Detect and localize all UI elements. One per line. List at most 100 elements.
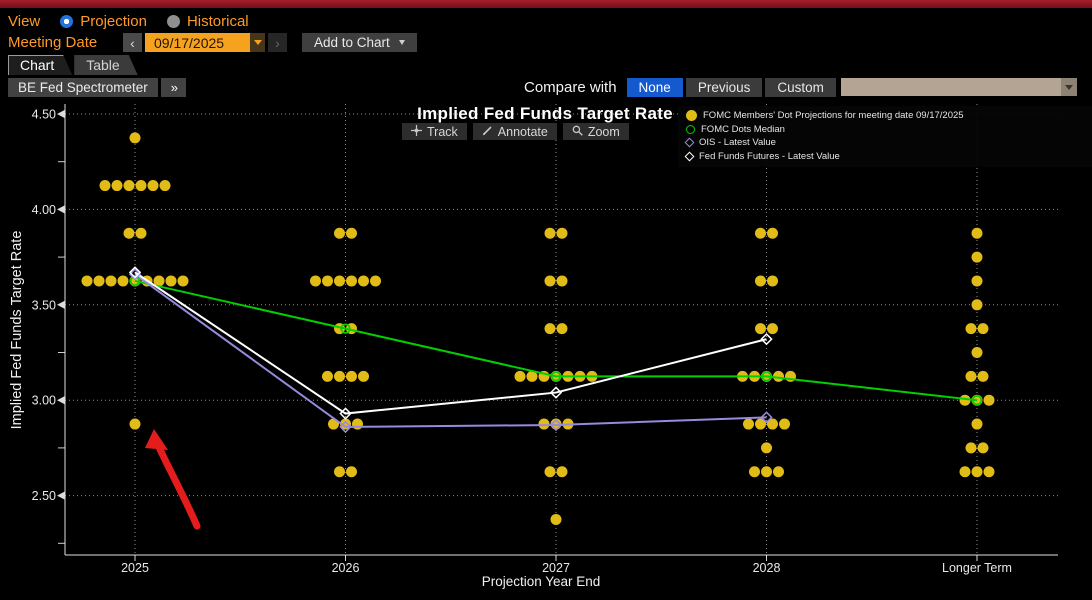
date-dropdown-button[interactable]: [250, 33, 265, 52]
fomc-dot: [129, 132, 141, 144]
y-tick-label: 3.50: [32, 298, 56, 312]
caret-down-icon: [253, 40, 262, 45]
fomc-dot: [983, 466, 995, 478]
fomc-dot: [977, 442, 989, 454]
fomc-dot: [111, 180, 123, 192]
fomc-dot: [99, 180, 111, 192]
fomc-dot: [310, 275, 321, 287]
y-tick-arrow-icon: [57, 396, 65, 405]
fomc-dot: [971, 466, 983, 478]
fomc-dot: [346, 370, 357, 382]
x-tick-label: Longer Term: [942, 561, 1012, 575]
meeting-date-input[interactable]: 09/17/2025: [145, 33, 250, 52]
compare-with-label: Compare with: [524, 78, 617, 96]
legend-item: Fed Funds Futures - Latest Value: [684, 150, 1092, 164]
x-tick-label: 2026: [332, 561, 360, 575]
diamond-marker: [339, 420, 352, 434]
comparison-select[interactable]: [841, 78, 1077, 96]
compare-previous-button[interactable]: Previous: [685, 77, 763, 97]
y-tick-label: 4.00: [32, 203, 56, 217]
fomc-dot: [544, 227, 556, 239]
annotate-button[interactable]: Annotate: [472, 123, 557, 140]
fomc-dot: [983, 394, 995, 406]
fomc-dot: [977, 323, 989, 335]
comparison-select-value: [841, 78, 1061, 96]
fomc-dot: [556, 275, 568, 287]
tabs-row: Chart Table: [8, 55, 138, 75]
expand-chevrons-button[interactable]: »: [160, 77, 186, 97]
y-tick-arrow-icon: [57, 205, 65, 214]
fomc-dot: [346, 227, 357, 239]
fomc-dot: [971, 347, 983, 358]
add-to-chart-button[interactable]: Add to Chart: [302, 33, 417, 52]
meeting-date-row: Meeting Date ‹ 09/17/2025 › Add to Chart: [8, 32, 417, 53]
zoom-button[interactable]: Zoom: [562, 123, 629, 140]
fomc-dot: [358, 275, 369, 287]
compare-none-button[interactable]: None: [626, 77, 683, 97]
fomc-dot: [165, 275, 177, 287]
fomc-dot: [352, 418, 363, 430]
annotate-pencil-icon: [482, 125, 493, 139]
meeting-date-value: 09/17/2025: [154, 34, 225, 51]
fomc-dot: [971, 275, 983, 287]
fomc-dot: [117, 275, 129, 287]
x-axis-title: Projection Year End: [481, 574, 601, 589]
fomc-dot: [779, 418, 790, 430]
red-arrow-annotation: [154, 441, 201, 530]
fomc-dot: [123, 227, 135, 239]
radio-projection[interactable]: Projection: [60, 13, 147, 30]
meeting-date-label: Meeting Date: [8, 34, 98, 51]
fomc-dot: [544, 323, 556, 335]
diamond-marker: [339, 407, 352, 420]
y-tick-arrow-icon: [57, 491, 65, 500]
chart-legend: FOMC Members' Dot Projections for meetin…: [678, 106, 1092, 167]
y-tick-arrow-icon: [57, 300, 65, 309]
fomc-dot: [526, 370, 538, 382]
fomc-dot: [346, 466, 357, 478]
diamond-marker: [128, 266, 142, 279]
fomc-dot: [322, 370, 333, 382]
chart-toolbar: Track Annotate Zoom: [402, 123, 629, 140]
diamond-marker: [760, 411, 773, 424]
y-tick-label: 3.00: [32, 394, 56, 408]
series-line: [134, 271, 767, 415]
y-axis-title: Implied Fed Funds Target Rate: [9, 230, 25, 430]
fomc-dot: [767, 323, 778, 335]
fomc-dot: [334, 227, 345, 239]
radio-selected-icon: [60, 14, 74, 28]
legend-open-diamond-icon: [684, 151, 695, 162]
fomc-dot: [370, 275, 381, 287]
fomc-dot: [761, 466, 772, 478]
fomc-dot: [971, 227, 983, 239]
comparison-select-drop-button[interactable]: [1061, 78, 1077, 96]
tab-table[interactable]: Table: [74, 55, 137, 75]
compare-custom-button[interactable]: Custom: [765, 77, 836, 97]
fomc-dot: [773, 370, 784, 382]
radio-unselected-icon: [166, 14, 180, 28]
window-title-stripe: [0, 0, 1092, 8]
next-date-button[interactable]: ›: [268, 33, 287, 52]
y-tick-label: 2.50: [32, 489, 56, 503]
series-line: [134, 279, 978, 402]
fomc-dot: [129, 418, 141, 430]
fomc-dot: [743, 418, 754, 430]
fomc-dot: [971, 299, 983, 311]
fomc-dot: [761, 442, 772, 454]
prev-date-button[interactable]: ‹: [123, 33, 142, 52]
fomc-dot: [959, 466, 971, 478]
median-marker: [761, 371, 772, 382]
x-tick-label: 2028: [753, 561, 781, 575]
legend-item: OIS - Latest Value: [684, 136, 1092, 150]
tab-chart[interactable]: Chart: [8, 55, 72, 75]
be-fed-spectrometer-button[interactable]: BE Fed Spectrometer: [8, 77, 158, 97]
fomc-dot: [135, 180, 147, 192]
x-tick-label: 2025: [121, 561, 149, 575]
diamond-marker: [549, 418, 563, 432]
track-button[interactable]: Track: [402, 123, 467, 140]
radio-historical[interactable]: Historical: [166, 13, 249, 30]
x-tick-label: 2027: [542, 561, 570, 575]
fomc-dot: [971, 418, 983, 430]
legend-open-circle-icon: [686, 124, 695, 134]
